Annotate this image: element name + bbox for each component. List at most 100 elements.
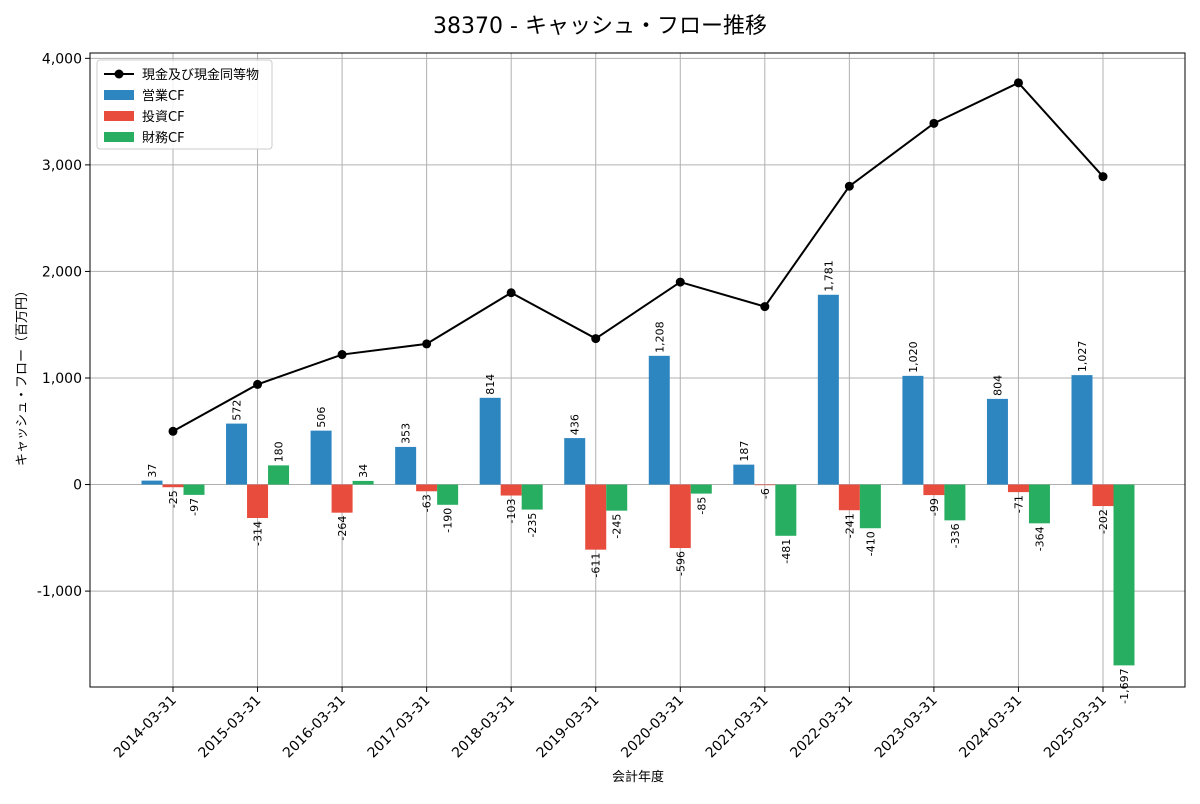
y-tick-label: 3,000 (42, 158, 82, 174)
bar-value-label: -245 (611, 514, 624, 539)
bar-2-5 (606, 484, 628, 511)
bar-2-7 (775, 484, 797, 536)
bar-0-10 (986, 398, 1008, 485)
bar-1-1 (247, 484, 269, 519)
cash-balance-point (253, 379, 263, 389)
bar-1-11 (1092, 484, 1114, 507)
bar-value-label: -63 (421, 494, 434, 512)
bar-value-label: -6 (759, 488, 772, 499)
cash-balance-line (172, 81, 1104, 433)
bar-layer (141, 294, 1135, 666)
bar-1-0 (162, 484, 184, 488)
bar-1-7 (754, 484, 776, 486)
bar-value-label: -611 (590, 553, 603, 578)
bar-2-2 (352, 480, 374, 485)
bar-1-9 (923, 484, 945, 496)
bar-value-label: -103 (505, 499, 518, 524)
cash-balance-point (844, 181, 854, 191)
bar-value-label: 814 (484, 374, 497, 395)
legend-bar-swatch (104, 90, 134, 100)
bar-2-4 (521, 484, 543, 510)
legend-label: 投資CF (142, 109, 185, 125)
bar-1-10 (1007, 484, 1029, 493)
bar-value-label: -1,697 (1118, 668, 1131, 703)
y-tick-label: 1,000 (42, 371, 82, 387)
bar-value-label: 187 (738, 441, 751, 462)
y-tick-label: -1,000 (37, 584, 82, 600)
plot-frame (89, 52, 1186, 688)
y-tick-label: 2,000 (42, 264, 82, 280)
bar-value-label: -99 (928, 498, 941, 516)
y-tick-label: 4,000 (42, 51, 82, 67)
bar-2-8 (859, 484, 881, 529)
bar-1-3 (416, 484, 438, 492)
bar-0-4 (479, 397, 501, 485)
bar-2-1 (268, 465, 290, 485)
bar-0-3 (395, 446, 417, 485)
bar-value-label: 180 (273, 441, 286, 462)
bar-0-7 (733, 464, 755, 485)
y-tick-label: 0 (73, 478, 82, 494)
legend-label: 財務CF (142, 131, 185, 146)
line-layer (168, 78, 1108, 436)
bar-1-4 (500, 484, 522, 496)
bar-value-label: 1,781 (822, 260, 835, 292)
label-layer: 37 572 506 353 814 436 1,208 187 1,781 1,020 804 1,… (146, 260, 1131, 704)
bar-2-6 (690, 484, 712, 494)
bar-0-6 (648, 355, 670, 485)
bar-value-label: -71 (1012, 495, 1025, 513)
grid-layer (90, 53, 1185, 687)
cash-balance-point (760, 302, 770, 312)
y-axis-label: キャッシュ・フロー（百万円） (15, 284, 30, 466)
bar-0-2 (310, 430, 332, 485)
bar-0-8 (817, 294, 839, 485)
legend-marker (114, 69, 124, 79)
bar-0-0 (141, 480, 163, 485)
cash-balance-point (929, 118, 939, 128)
bar-0-5 (564, 438, 586, 485)
bar-2-11 (1113, 484, 1135, 666)
bar-value-label: -85 (695, 497, 708, 515)
legend-label: 現金及び現金同等物 (142, 67, 259, 83)
bar-value-label: 572 (231, 400, 244, 421)
bar-0-1 (226, 423, 248, 485)
bar-value-label: -314 (252, 521, 265, 546)
bar-value-label: -241 (843, 513, 856, 538)
bar-2-3 (437, 484, 459, 505)
bar-2-9 (944, 484, 966, 521)
bar-1-6 (669, 484, 691, 549)
bar-1-5 (585, 484, 607, 550)
bar-value-label: -596 (674, 551, 687, 576)
cash-balance-point (591, 334, 601, 344)
bar-value-label: 1,208 (653, 321, 666, 353)
legend-label: 営業CF (142, 88, 185, 104)
bar-value-label: 34 (357, 464, 370, 478)
x-axis-label: 会計年度 (612, 769, 664, 785)
cash-balance-point (675, 277, 685, 287)
bar-value-label: 37 (146, 464, 159, 478)
cash-balance-point (168, 426, 178, 436)
bar-value-label: -25 (167, 490, 180, 508)
bar-value-label: -190 (442, 508, 455, 533)
bar-0-9 (902, 375, 924, 485)
cash-balance-point (422, 339, 432, 349)
bar-value-label: 1,027 (1076, 341, 1089, 373)
bar-value-label: -264 (336, 516, 349, 541)
cash-balance-point (337, 350, 347, 360)
bar-value-label: -97 (188, 498, 201, 516)
bar-value-label: 804 (991, 375, 1004, 396)
bar-value-label: -202 (1097, 509, 1110, 534)
cash-balance-point (506, 288, 516, 298)
bar-value-label: 436 (569, 414, 582, 435)
chart-title: 38370 - キャッシュ・フロー推移 (433, 14, 767, 39)
bar-0-11 (1071, 375, 1093, 485)
cash-balance-point (1013, 78, 1023, 88)
legend-bar-swatch (104, 132, 134, 142)
bar-value-label: -364 (1033, 526, 1046, 551)
bar-value-label: 353 (400, 423, 413, 444)
cash-balance-point (1098, 172, 1108, 182)
bar-value-label: -481 (780, 539, 793, 564)
